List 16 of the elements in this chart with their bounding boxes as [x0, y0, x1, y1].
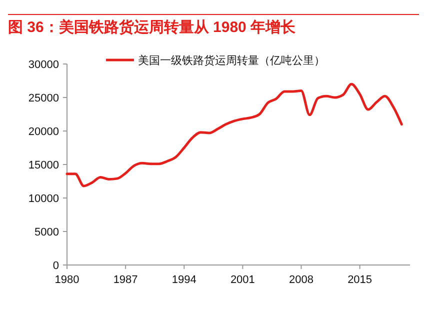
- x-tick-label: 2015: [348, 274, 372, 286]
- x-tick-label: 2008: [289, 274, 314, 286]
- x-tick-label: 2001: [230, 274, 255, 286]
- y-tick-label: 5000: [34, 226, 59, 238]
- line-series: [66, 82, 403, 188]
- x-tick-label: 1980: [54, 274, 80, 286]
- legend-label: 美国一级铁路货运周转量（亿吨公里）: [138, 54, 325, 67]
- y-tick-label: 10000: [28, 192, 59, 205]
- x-tick-label: 1994: [172, 274, 196, 286]
- y-tick-label: 20000: [28, 126, 59, 138]
- y-tick-label: 0: [52, 260, 59, 272]
- y-tick-label: 30000: [28, 58, 59, 71]
- y-tick-label: 15000: [28, 159, 59, 172]
- chart-title: 图 36：美国铁路货运周转量从 1980 年增长: [8, 18, 297, 36]
- y-tick-label: 25000: [28, 92, 59, 104]
- x-tick-label: 1987: [113, 274, 138, 286]
